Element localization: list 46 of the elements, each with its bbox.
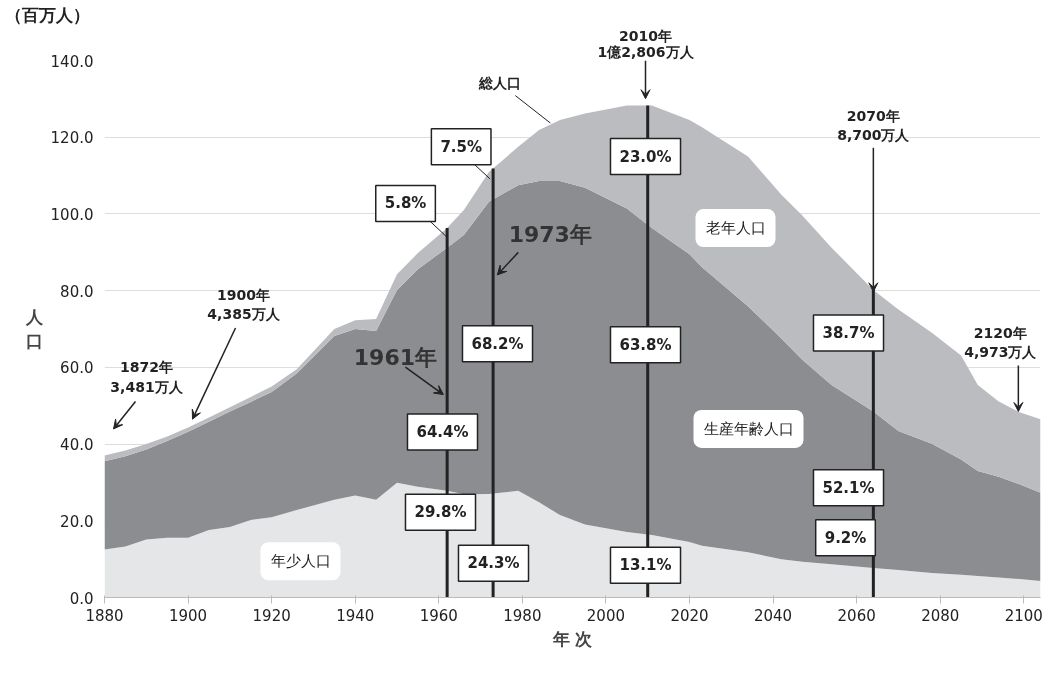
annotation: 13.1% <box>619 556 672 575</box>
annotation: 9.2% <box>824 528 867 547</box>
y-tick-label: 0.0 <box>69 589 94 608</box>
y-tick-label: 60.0 <box>60 359 94 378</box>
annotation: 生産年齢人口 <box>703 419 794 438</box>
annotation: 24.3% <box>467 554 520 573</box>
annotation: 1872年 3,481万人 <box>110 359 184 395</box>
x-tick-label: 2020 <box>670 606 709 625</box>
x-tick-label: 1980 <box>503 606 542 625</box>
annotation: 1973年 <box>508 222 592 248</box>
annotation: 68.2% <box>471 334 524 353</box>
y-tick-label: 100.0 <box>50 205 94 224</box>
x-tick-label: 2000 <box>586 606 626 625</box>
annotation: 64.4% <box>416 422 469 441</box>
annotation: 52.1% <box>822 478 875 497</box>
annotation: 2120年 4,973万人 <box>964 325 1038 361</box>
annotation: 2070年 8,700万人 <box>837 107 911 143</box>
x-tick-label: 1920 <box>252 606 291 625</box>
x-axis-title: 年 次 <box>551 628 594 649</box>
x-tick-label: 1900 <box>168 606 208 625</box>
annotation: 63.8% <box>619 335 672 354</box>
annotation: 5.8% <box>384 194 427 213</box>
annotation: 23.0% <box>619 147 672 166</box>
y-tick-label: 40.0 <box>60 436 94 455</box>
annotation: 総人口 <box>478 74 522 91</box>
y-tick-label: 120.0 <box>50 129 94 148</box>
x-tick-label: 2080 <box>921 606 960 625</box>
x-tick-label: 1880 <box>85 606 124 625</box>
x-tick-label: 2040 <box>753 606 793 625</box>
text: 2010年 1億2,806万人 <box>597 27 695 60</box>
annotation: 29.8% <box>414 503 467 522</box>
x-tick-label: 2060 <box>837 606 876 625</box>
y-tick-label: 20.0 <box>60 512 94 531</box>
x-tick-label: 1960 <box>419 606 458 625</box>
annotation: 1900年 4,385万人 <box>207 286 281 323</box>
annotation: 7.5% <box>440 137 482 156</box>
y-tick-label: 140.0 <box>50 52 94 71</box>
text: （百万人） <box>4 4 90 25</box>
x-tick-label: 2100 <box>1004 606 1043 625</box>
x-tick-label: 1940 <box>336 606 375 625</box>
y-tick-label: 80.0 <box>60 282 94 301</box>
y-axis-title: 人口 <box>24 307 44 351</box>
annotation: 1961年 <box>353 344 437 370</box>
annotation: 老年人口 <box>705 219 766 238</box>
annotation: 38.7% <box>822 323 875 342</box>
annotation: 年少人口 <box>270 552 331 571</box>
